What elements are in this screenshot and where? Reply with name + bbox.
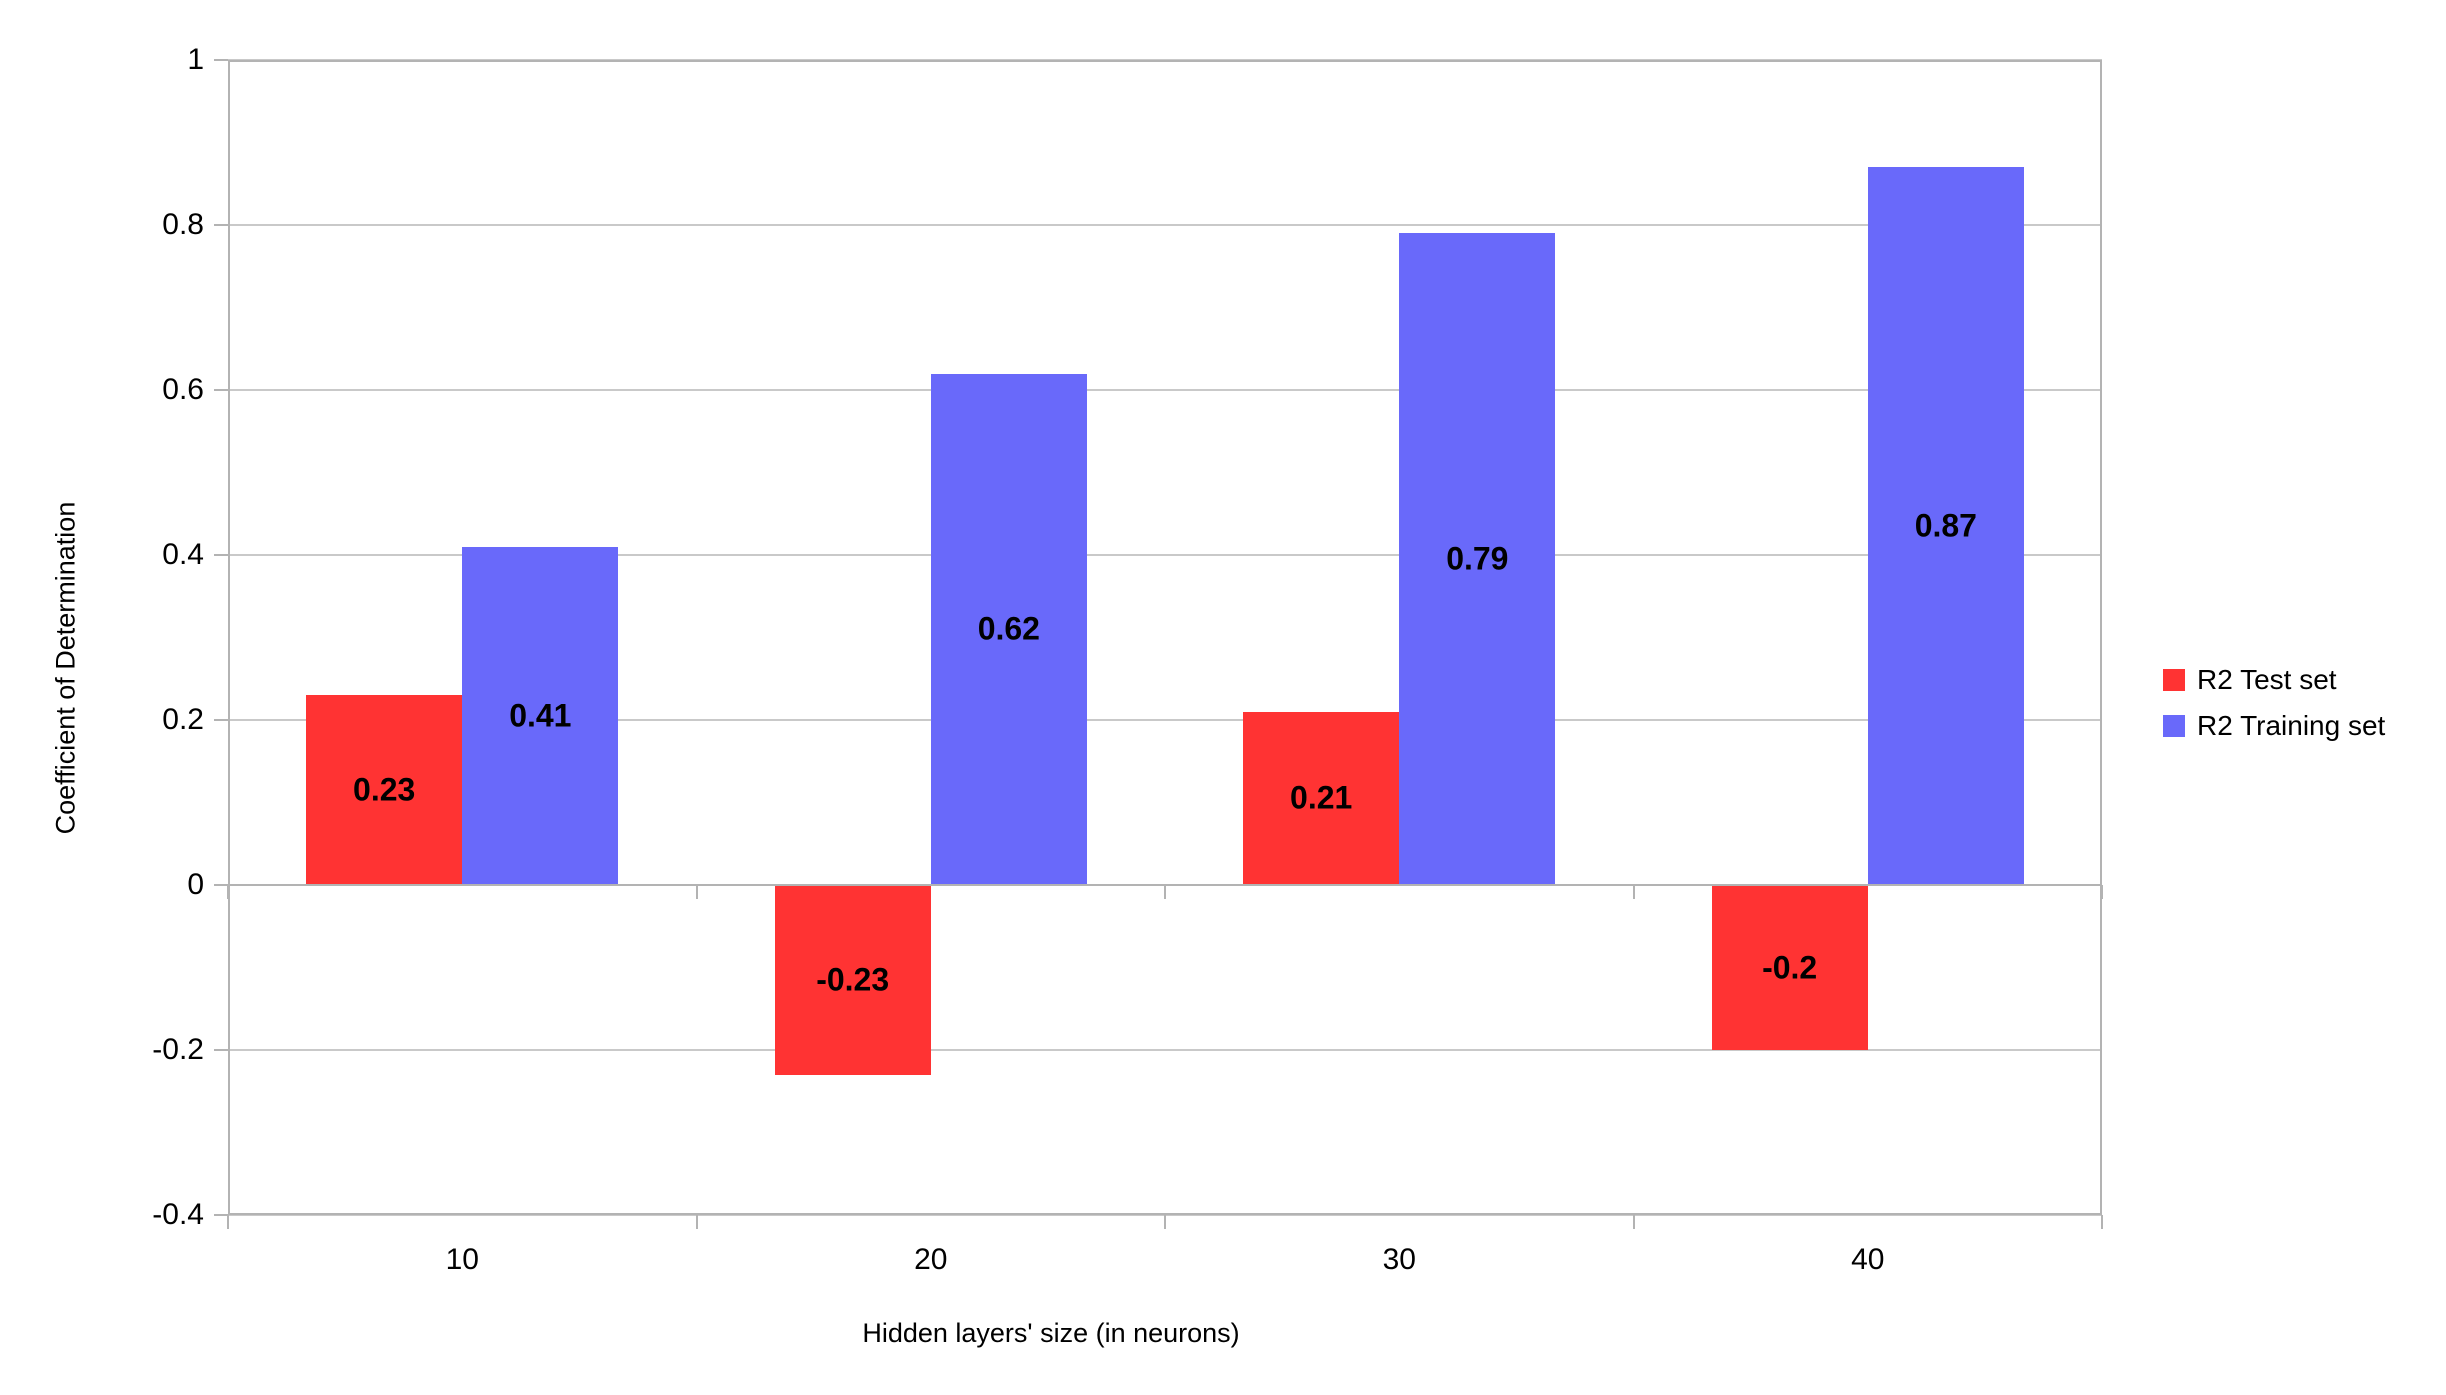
x-axis-tick xyxy=(695,1215,698,1229)
bar-r2-test-set-30 xyxy=(1243,711,1400,885)
x-axis-title: Hidden layers' size (in neurons) xyxy=(862,1318,1240,1348)
bar-value-label: 0.62 xyxy=(977,610,1040,647)
bar-value-label: 0.87 xyxy=(1914,507,1977,544)
bar-r2-training-set-20 xyxy=(930,373,1087,885)
y-gridline xyxy=(228,224,2102,226)
y-tick-label: 0.6 xyxy=(162,373,204,406)
bar-r2-training-set-30 xyxy=(1399,233,1556,885)
x-axis-tick xyxy=(227,885,229,899)
bar-value-label: -0.2 xyxy=(1762,949,1818,985)
bar-value-label: 0.23 xyxy=(353,771,416,808)
x-axis-tick xyxy=(2101,1215,2103,1229)
x-tick-label: 10 xyxy=(445,1243,479,1276)
bar-r2-test-set-10 xyxy=(306,695,463,885)
x-axis-tick xyxy=(695,885,698,899)
y-gridline xyxy=(228,719,2102,721)
y-axis-tick xyxy=(214,1214,228,1216)
bar-r2-training-set-10 xyxy=(462,546,619,885)
legend-swatch-icon xyxy=(2163,669,2185,691)
bar-value-label: 0.41 xyxy=(509,697,572,734)
bar-r2-test-set-40 xyxy=(1711,885,1868,1050)
bar-r2-training-set-40 xyxy=(1867,167,2024,885)
x-tick-label: 30 xyxy=(1382,1243,1416,1276)
x-axis-tick xyxy=(1164,885,1166,899)
plot-border xyxy=(228,60,2102,1215)
legend-item: R2 Training set xyxy=(2163,710,2385,742)
y-axis-tick xyxy=(214,719,228,721)
legend-label: R2 Test set xyxy=(2197,664,2337,695)
y-gridline xyxy=(228,389,2102,391)
legend-swatch-icon xyxy=(2163,715,2185,737)
x-axis-tick xyxy=(1632,1215,1635,1229)
y-axis-tick xyxy=(214,884,228,886)
y-axis-tick xyxy=(214,389,228,391)
y-gridline xyxy=(228,1049,2102,1051)
bar-r2-test-set-20 xyxy=(774,885,931,1075)
y-axis-tick xyxy=(214,59,228,61)
legend-label: R2 Training set xyxy=(2197,710,2386,741)
y-tick-label: 0 xyxy=(187,868,204,901)
x-tick-label: 40 xyxy=(1851,1243,1885,1276)
y-tick-label: -0.4 xyxy=(152,1198,204,1231)
y-axis-tick xyxy=(214,1049,228,1051)
bar-value-label: 0.21 xyxy=(1290,779,1353,816)
y-tick-label: 1 xyxy=(187,43,204,76)
bar-value-label: -0.23 xyxy=(816,961,890,998)
legend: R2 Test set R2 Training set xyxy=(2163,664,2385,742)
y-gridline xyxy=(228,554,2102,556)
x-axis-tick xyxy=(227,1215,229,1229)
x-axis-tick xyxy=(2101,885,2103,899)
y-tick-label: 0.4 xyxy=(162,538,204,571)
bar-value-label: 0.79 xyxy=(1446,540,1509,577)
y-tick-label: -0.2 xyxy=(152,1033,204,1066)
x-axis-tick xyxy=(1164,1215,1166,1229)
y-axis-tick xyxy=(214,224,228,226)
y-axis-tick xyxy=(214,554,228,556)
y-tick-label: 0.8 xyxy=(162,208,204,241)
y-tick-label: 0.2 xyxy=(162,703,204,736)
x-axis-tick xyxy=(1632,885,1635,899)
x-tick-label: 20 xyxy=(914,1243,948,1276)
legend-item: R2 Test set xyxy=(2163,664,2385,696)
